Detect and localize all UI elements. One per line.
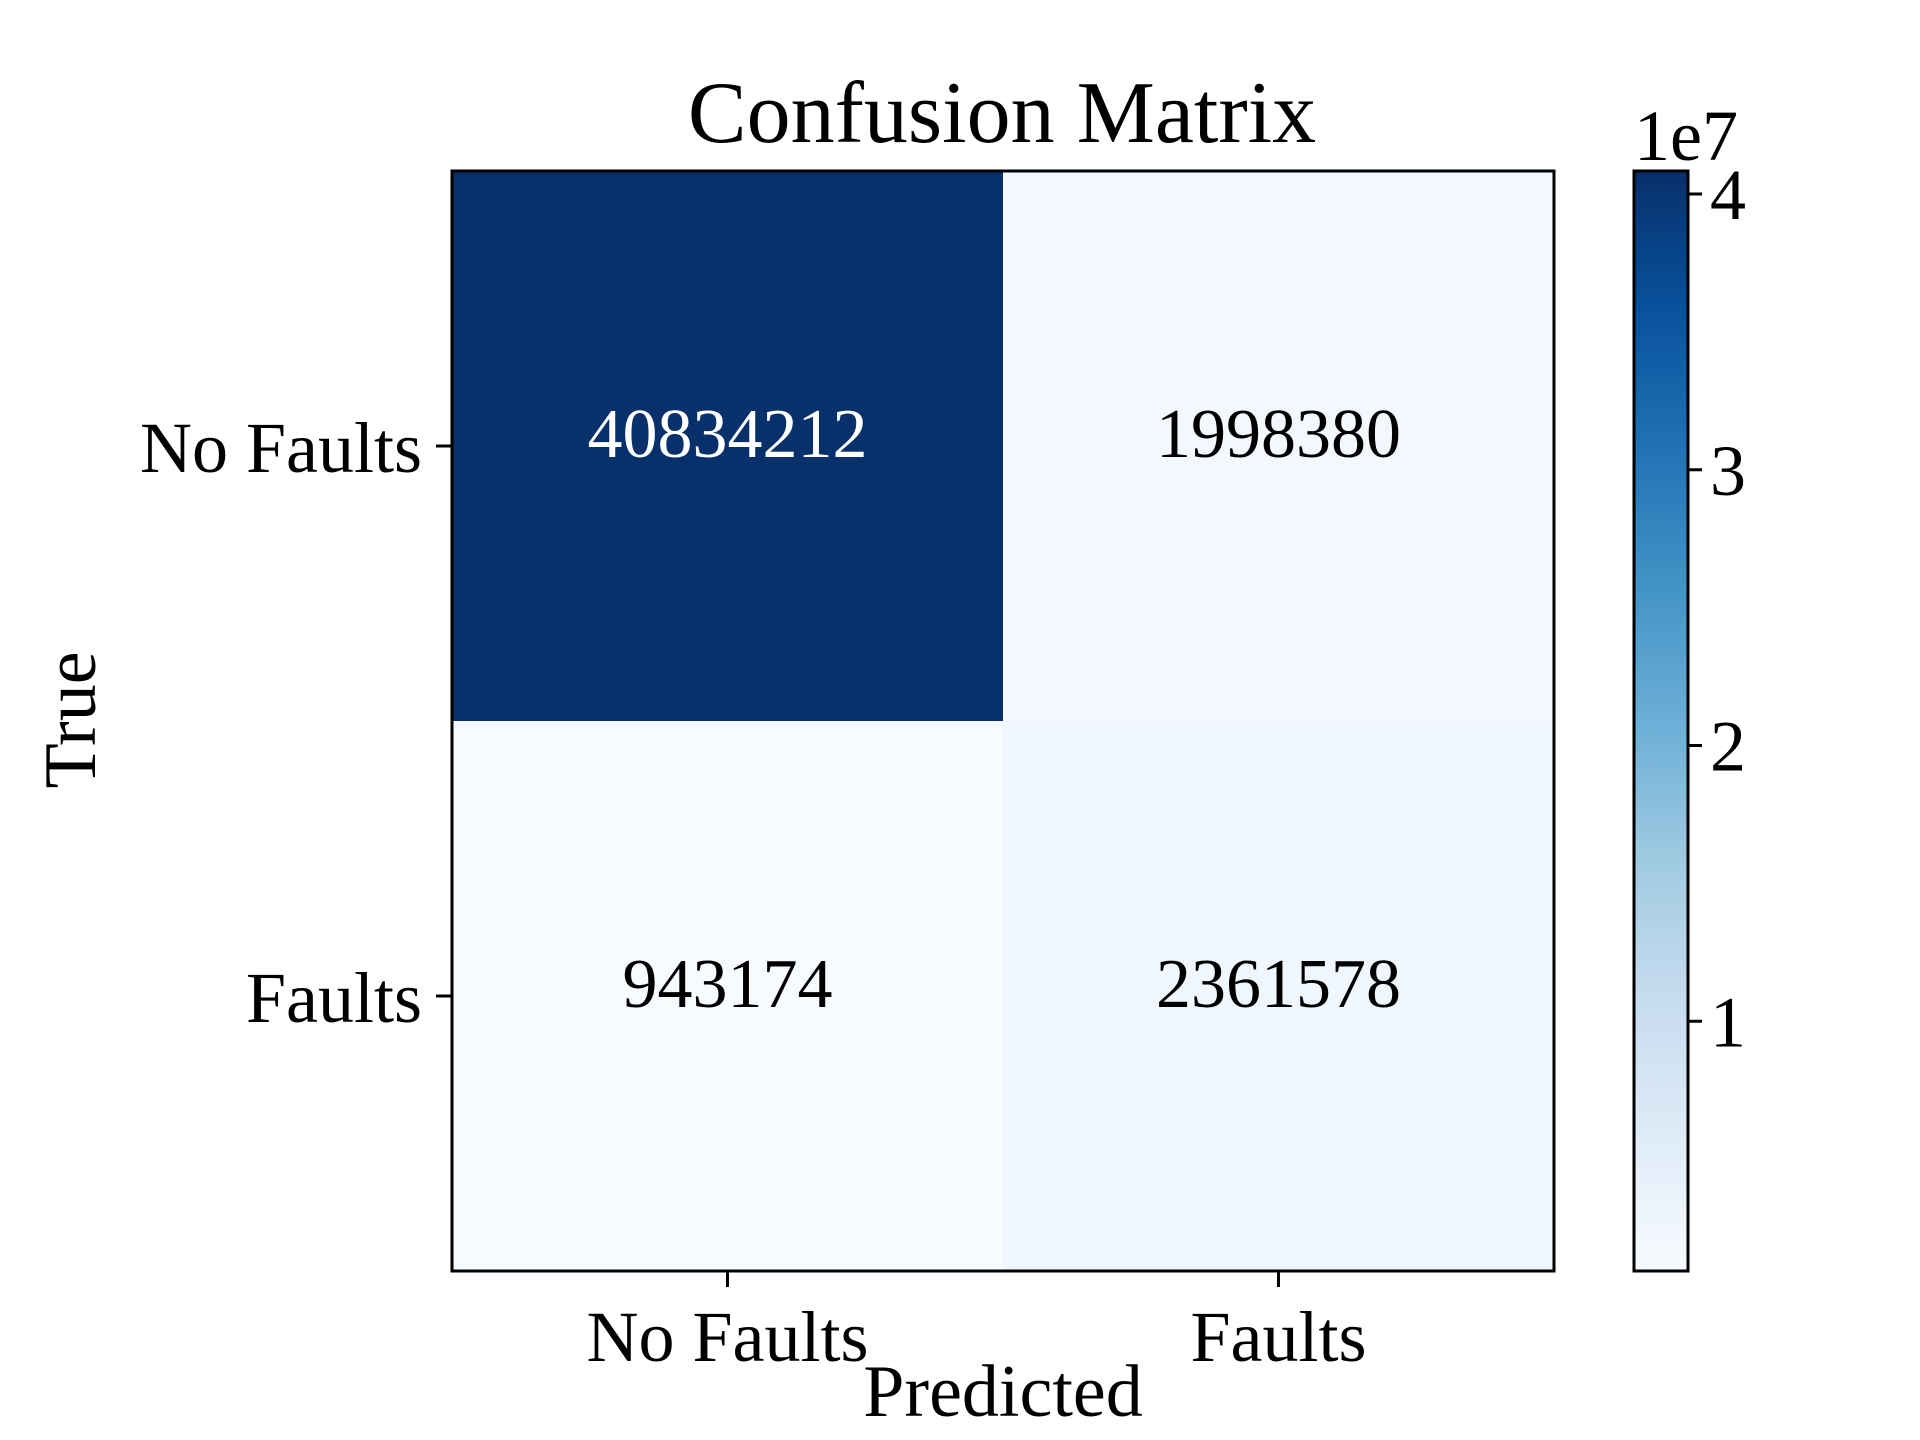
x-tick-label: No Faults <box>586 1297 868 1377</box>
colorbar-ticks: 1 2 3 4 <box>1688 155 1746 1062</box>
heatmap-cell-labels: 40834212 1998380 943174 2361578 <box>588 396 1402 1023</box>
heatmap-cell <box>452 171 1004 722</box>
colorbar-tick-label: 2 <box>1710 707 1746 787</box>
y-axis-label: True <box>30 651 112 788</box>
heatmap-cell-value: 40834212 <box>588 396 868 473</box>
colorbar <box>1632 169 1690 1273</box>
plot-frame <box>450 169 1556 1273</box>
y-axis-ticks: No Faults Faults <box>140 408 452 1038</box>
heatmap-cell <box>452 721 1004 1272</box>
x-tick-label: Faults <box>1190 1297 1366 1377</box>
x-axis-label: Predicted <box>863 1351 1142 1433</box>
colorbar-tick-label: 4 <box>1710 155 1746 235</box>
heatmap-cell-value: 1998380 <box>1156 396 1401 473</box>
y-tick-label: No Faults <box>140 408 422 488</box>
heatmap-cell <box>1003 171 1555 722</box>
heatmap-cell-value: 2361578 <box>1156 946 1401 1023</box>
x-axis-ticks: No Faults Faults <box>586 1271 1367 1377</box>
colorbar-tick-label: 3 <box>1710 431 1746 511</box>
colorbar-multiplier-label: 1e7 <box>1634 96 1738 176</box>
chart-title: Confusion Matrix <box>688 65 1316 162</box>
heatmap-cell-value: 943174 <box>623 946 833 1023</box>
heatmap-cells <box>452 171 1555 1272</box>
colorbar-tick-label: 1 <box>1710 982 1746 1062</box>
heatmap-cell <box>1003 721 1555 1272</box>
y-tick-label: Faults <box>246 958 422 1038</box>
